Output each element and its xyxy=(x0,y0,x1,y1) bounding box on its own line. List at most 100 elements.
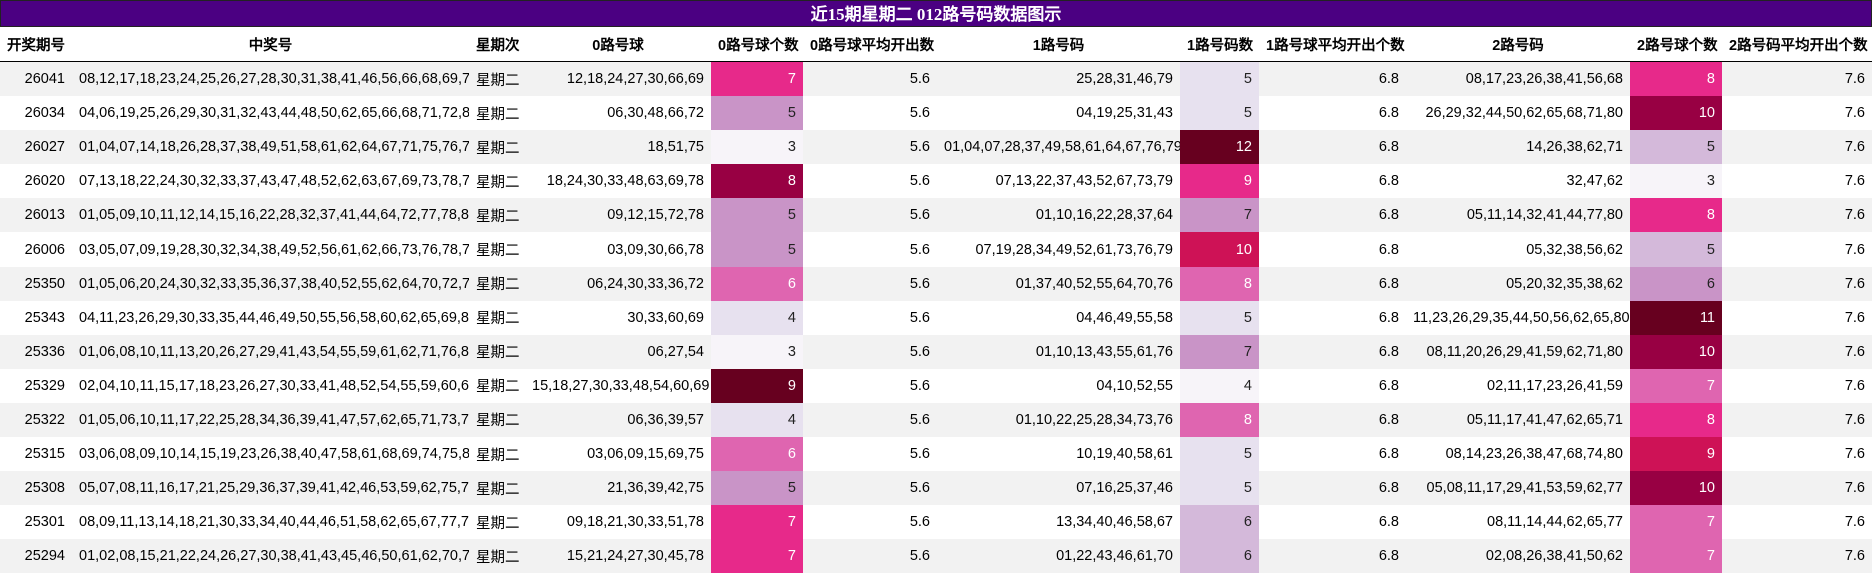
cell: 01,37,40,52,55,64,70,76 xyxy=(937,266,1180,301)
count-cell: 3 xyxy=(711,130,803,165)
cell: 15,18,27,30,33,48,54,60,69 xyxy=(525,368,711,403)
cell: 7.6 xyxy=(1722,368,1872,403)
cell: 5.6 xyxy=(803,334,937,369)
header-row: 开奖期号 中奖号 星期次 0路号球 0路号球个数 0路号球平均开出数 1路号码 1路号码数 1路… xyxy=(0,27,1872,62)
count-cell: 5 xyxy=(1180,96,1259,131)
cell: 7.6 xyxy=(1722,437,1872,472)
count-cell: 8 xyxy=(1630,61,1722,97)
cell: 07,13,22,37,43,52,67,73,79 xyxy=(937,164,1180,199)
count-cell: 10 xyxy=(1630,96,1722,131)
cell: 26020 xyxy=(0,164,72,199)
cell: 01,06,08,10,11,13,20,26,27,29,41,43,54,5… xyxy=(72,334,469,369)
table-row: 25329 02,04,10,11,15,17,18,23,26,27,30,33… xyxy=(0,368,1872,403)
column-header: 1路号码 xyxy=(937,27,1180,62)
cell: 25336 xyxy=(0,334,72,369)
cell: 星期二 xyxy=(469,471,525,506)
cell: 05,32,38,56,62 xyxy=(1406,232,1630,267)
cell: 05,07,08,11,16,17,21,25,29,36,37,39,41,4… xyxy=(72,471,469,506)
cell: 01,05,06,20,24,30,32,33,35,36,37,38,40,5… xyxy=(72,266,469,301)
cell: 01,10,13,43,55,61,76 xyxy=(937,334,1180,369)
cell: 10,19,40,58,61 xyxy=(937,437,1180,472)
cell: 5.6 xyxy=(803,232,937,267)
count-cell: 7 xyxy=(1630,505,1722,540)
cell: 05,08,11,17,29,41,53,59,62,77 xyxy=(1406,471,1630,506)
count-cell: 7 xyxy=(1630,539,1722,574)
cell: 5.6 xyxy=(803,505,937,540)
cell: 6.8 xyxy=(1259,96,1406,131)
count-cell: 5 xyxy=(711,232,803,267)
cell: 15,21,24,27,30,45,78 xyxy=(525,539,711,574)
cell: 03,09,30,66,78 xyxy=(525,232,711,267)
cell: 05,11,17,41,47,62,65,71 xyxy=(1406,402,1630,438)
cell: 26034 xyxy=(0,96,72,131)
table-row: 26027 01,04,07,14,18,26,28,37,38,49,51,58… xyxy=(0,130,1872,165)
cell: 7.6 xyxy=(1722,505,1872,540)
cell: 02,11,17,23,26,41,59 xyxy=(1406,368,1630,403)
column-header: 1路号球平均开出个数 xyxy=(1259,27,1406,62)
cell: 5.6 xyxy=(803,96,937,131)
cell: 25,28,31,46,79 xyxy=(937,61,1180,97)
cell: 03,06,08,09,10,14,15,19,23,26,38,40,47,5… xyxy=(72,437,469,472)
cell: 25294 xyxy=(0,539,72,574)
cell: 7.6 xyxy=(1722,164,1872,199)
count-cell: 9 xyxy=(1630,437,1722,472)
cell: 08,11,14,44,62,65,77 xyxy=(1406,505,1630,540)
cell: 星期二 xyxy=(469,402,525,438)
cell: 星期二 xyxy=(469,130,525,165)
cell: 04,11,23,26,29,30,33,35,44,46,49,50,55,5… xyxy=(72,300,469,335)
cell: 星期二 xyxy=(469,505,525,540)
cell: 5.6 xyxy=(803,539,937,574)
table-row: 26013 01,05,09,10,11,12,14,15,16,22,28,32… xyxy=(0,198,1872,233)
cell: 6.8 xyxy=(1259,334,1406,369)
count-cell: 5 xyxy=(1180,471,1259,506)
column-header: 1路号码数 xyxy=(1180,27,1259,62)
cell: 25315 xyxy=(0,437,72,472)
table-row: 26020 07,13,18,22,24,30,32,33,37,43,47,48… xyxy=(0,164,1872,199)
cell: 01,04,07,14,18,26,28,37,38,49,51,58,61,6… xyxy=(72,130,469,165)
cell: 04,10,52,55 xyxy=(937,368,1180,403)
count-cell: 10 xyxy=(1630,334,1722,369)
cell: 7.6 xyxy=(1722,266,1872,301)
count-cell: 5 xyxy=(1180,61,1259,97)
cell: 08,09,11,13,14,18,21,30,33,34,40,44,46,5… xyxy=(72,505,469,540)
cell: 6.8 xyxy=(1259,198,1406,233)
cell: 25350 xyxy=(0,266,72,301)
cell: 05,11,14,32,41,44,77,80 xyxy=(1406,198,1630,233)
cell: 04,19,25,31,43 xyxy=(937,96,1180,131)
count-cell: 7 xyxy=(1180,334,1259,369)
cell: 6.8 xyxy=(1259,402,1406,438)
count-cell: 9 xyxy=(711,368,803,403)
table-row: 25322 01,05,06,10,11,17,22,25,28,34,36,39… xyxy=(0,402,1872,438)
cell: 09,18,21,30,33,51,78 xyxy=(525,505,711,540)
cell: 04,46,49,55,58 xyxy=(937,300,1180,335)
cell: 7.6 xyxy=(1722,198,1872,233)
cell: 01,04,07,28,37,49,58,61,64,67,76,79 xyxy=(937,130,1180,165)
cell: 6.8 xyxy=(1259,368,1406,403)
cell: 7.6 xyxy=(1722,300,1872,335)
count-cell: 10 xyxy=(1630,471,1722,506)
column-header: 0路号球平均开出数 xyxy=(803,27,937,62)
cell: 18,24,30,33,48,63,69,78 xyxy=(525,164,711,199)
count-cell: 5 xyxy=(1180,437,1259,472)
table-row: 26034 04,06,19,25,26,29,30,31,32,43,44,48… xyxy=(0,96,1872,131)
count-cell: 8 xyxy=(711,164,803,199)
count-cell: 11 xyxy=(1630,300,1722,335)
table-row: 25350 01,05,06,20,24,30,32,33,35,36,37,38… xyxy=(0,266,1872,301)
cell: 06,30,48,66,72 xyxy=(525,96,711,131)
count-cell: 6 xyxy=(711,266,803,301)
cell: 04,06,19,25,26,29,30,31,32,43,44,48,50,6… xyxy=(72,96,469,131)
count-cell: 6 xyxy=(1180,539,1259,574)
cell: 星期二 xyxy=(469,300,525,335)
table-body: 26041 08,12,17,18,23,24,25,26,27,28,30,31… xyxy=(0,61,1872,574)
cell: 6.8 xyxy=(1259,300,1406,335)
count-cell: 3 xyxy=(711,334,803,369)
count-cell: 5 xyxy=(1630,130,1722,165)
count-cell: 5 xyxy=(711,471,803,506)
cell: 7.6 xyxy=(1722,471,1872,506)
cell: 07,19,28,34,49,52,61,73,76,79 xyxy=(937,232,1180,267)
cell: 6.8 xyxy=(1259,130,1406,165)
count-cell: 6 xyxy=(1180,505,1259,540)
count-cell: 5 xyxy=(1630,232,1722,267)
cell: 5.6 xyxy=(803,300,937,335)
